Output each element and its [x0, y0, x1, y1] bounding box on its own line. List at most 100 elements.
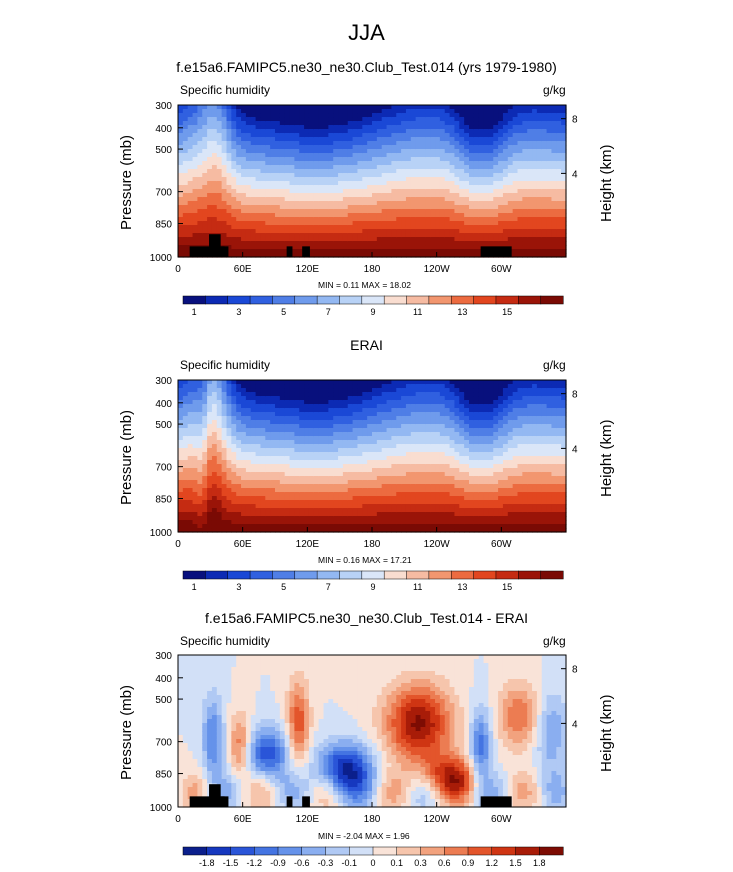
field-cell [430, 129, 436, 134]
field-cell [226, 456, 232, 461]
field-cell [211, 504, 218, 509]
field-cell [522, 161, 528, 166]
field-cell [294, 241, 300, 246]
field-cell [372, 133, 378, 138]
field-cell [352, 440, 359, 445]
field-cell [294, 217, 300, 222]
field-cell [367, 508, 373, 513]
field-cell [333, 408, 339, 413]
field-cell [299, 161, 305, 166]
field-cell [347, 484, 354, 489]
field-cell [260, 217, 266, 222]
field-cell [270, 213, 276, 218]
field-cell [245, 448, 252, 453]
field-cell [347, 524, 354, 529]
field-cell [488, 225, 494, 230]
field-cell [342, 105, 349, 110]
field-cell [386, 241, 392, 246]
field-cell [367, 432, 373, 437]
field-cell [464, 169, 470, 174]
field-cell [415, 213, 422, 218]
field-cell [405, 141, 412, 146]
field-cell [236, 225, 242, 230]
field-cell [420, 141, 426, 146]
field-cell [376, 464, 383, 469]
field-cell [245, 229, 252, 234]
field-cell [202, 237, 208, 242]
field-cell [425, 229, 431, 234]
field-cell [308, 400, 315, 405]
field-cell [396, 496, 402, 501]
field-cell [289, 149, 295, 154]
field-cell [207, 161, 213, 166]
field-cell [323, 400, 329, 405]
field-cell [318, 488, 325, 493]
field-cell [323, 528, 329, 533]
field-cell [527, 205, 533, 210]
field-cell [328, 241, 334, 246]
field-cell [289, 217, 295, 222]
field-cell [275, 253, 281, 258]
field-cell [376, 233, 383, 238]
field-cell [328, 213, 334, 218]
field-cell [512, 245, 519, 250]
field-cell [347, 528, 354, 533]
field-cell [279, 221, 286, 226]
field-cell [323, 141, 329, 146]
field-cell [478, 241, 485, 246]
field-cell [289, 508, 295, 513]
field-cell [425, 201, 431, 206]
field-cell [255, 113, 262, 118]
field-cell [391, 125, 397, 130]
field-cell [294, 476, 300, 481]
field-cell [362, 117, 368, 122]
field-cell [551, 217, 557, 222]
field-cell [182, 157, 189, 162]
field-cell [541, 181, 548, 186]
field-cell [226, 424, 232, 429]
field-cell [502, 141, 509, 146]
field-cell [211, 145, 218, 150]
field-cell [502, 173, 509, 178]
field-cell [236, 464, 242, 469]
field-cell [328, 153, 334, 158]
field-cell [313, 400, 320, 405]
field-cell [231, 185, 237, 190]
field-cell [236, 161, 242, 166]
field-cell [328, 185, 334, 190]
field-cell [308, 229, 315, 234]
field-cell [178, 488, 184, 493]
field-cell [347, 189, 354, 194]
field-cell [425, 105, 431, 110]
field-cell [396, 217, 402, 222]
field-cell [284, 440, 291, 445]
field-cell [333, 464, 339, 469]
field-cell [410, 185, 417, 190]
field-cell [405, 484, 412, 489]
field-cell [444, 197, 451, 202]
field-cell [178, 105, 184, 110]
field-cell [328, 484, 334, 489]
field-cell [362, 476, 368, 481]
field-cell [226, 205, 232, 210]
field-cell [357, 105, 363, 110]
field-cell [299, 109, 305, 114]
field-cell [216, 488, 223, 493]
field-cell [493, 217, 499, 222]
field-cell [396, 129, 402, 134]
field-cell [405, 113, 412, 118]
field-cell [527, 157, 533, 162]
panel-3-minmax: MIN = -2.04 MAX = 1.96 [318, 831, 410, 841]
panel-3-title: f.e15a6.FAMIPC5.ne30_ne30.Club_Test.014 … [205, 610, 528, 626]
field-cell [473, 245, 480, 250]
field-cell [328, 476, 334, 481]
field-cell [372, 233, 378, 238]
field-cell [304, 444, 310, 449]
field-cell [357, 428, 363, 433]
field-cell [541, 237, 548, 242]
field-cell [367, 448, 373, 453]
field-cell [294, 492, 300, 497]
field-cell [255, 484, 262, 489]
field-cell [493, 197, 499, 202]
field-cell [207, 217, 213, 222]
